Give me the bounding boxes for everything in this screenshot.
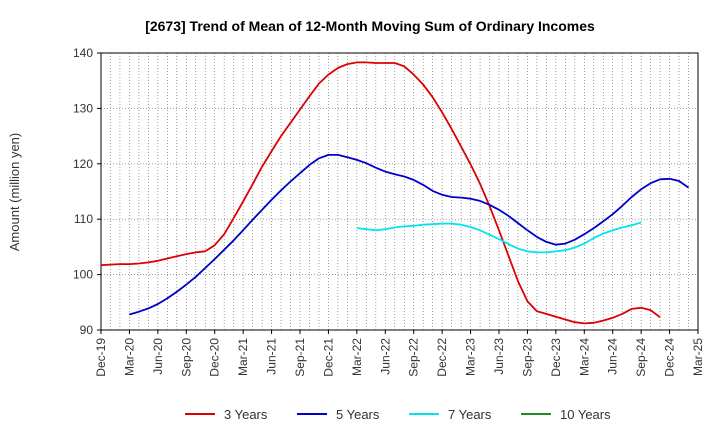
x-tick-label: Sep-22 xyxy=(407,338,421,377)
x-tick-label: Sep-23 xyxy=(520,338,534,377)
series-lines xyxy=(100,61,690,325)
y-tick-label: 140 xyxy=(73,46,93,60)
legend-label-10-years: 10 Years xyxy=(560,407,611,422)
x-tick-label: Sep-24 xyxy=(634,338,648,377)
x-tick-label: Dec-21 xyxy=(321,338,335,377)
x-tick-label: Dec-24 xyxy=(663,338,677,377)
x-tick-label: Jun-23 xyxy=(492,338,506,375)
y-tick-label: 100 xyxy=(73,268,93,282)
series-line-3-years xyxy=(100,61,661,325)
y-axis-label: Amount (million yen) xyxy=(7,133,22,252)
x-tick-label: Mar-22 xyxy=(350,338,364,376)
plot-frame xyxy=(100,52,699,331)
legend-label-3-years: 3 Years xyxy=(224,407,268,422)
x-tick-label: Mar-21 xyxy=(236,338,250,376)
x-tick-label: Dec-19 xyxy=(94,338,108,377)
series-line-7-years xyxy=(356,221,642,254)
legend: 3 Years 5 Years 7 Years 10 Years xyxy=(185,407,611,422)
legend-label-7-years: 7 Years xyxy=(448,407,492,422)
legend-label-5-years: 5 Years xyxy=(336,407,380,422)
x-tick-label: Jun-22 xyxy=(378,338,392,375)
x-tick-label: Mar-20 xyxy=(122,338,136,376)
x-tick-label: Jun-20 xyxy=(151,338,165,375)
x-tick-label: Dec-20 xyxy=(208,338,222,377)
chart-title: [2673] Trend of Mean of 12-Month Moving … xyxy=(145,18,595,34)
axes: 90 100 110 120 130 140 Dec-19 Mar-20 Jun-20 Sep-2… xyxy=(73,46,705,377)
x-tick-label: Sep-21 xyxy=(293,338,307,377)
x-tick-label: Mar-25 xyxy=(691,338,705,376)
x-tick-label: Jun-21 xyxy=(265,338,279,375)
series-line-5-years xyxy=(129,153,690,316)
x-tick-label: Dec-22 xyxy=(435,338,449,377)
grid-lines xyxy=(101,52,698,331)
x-tick-label: Sep-20 xyxy=(179,338,193,377)
y-tick-label: 130 xyxy=(73,101,93,115)
x-tick-label: Mar-23 xyxy=(464,338,478,376)
x-tick-label: Mar-24 xyxy=(577,338,591,376)
y-tick-label: 110 xyxy=(74,212,93,226)
y-tick-label: 120 xyxy=(73,157,93,171)
y-tick-label: 90 xyxy=(80,323,94,337)
x-tick-label: Jun-24 xyxy=(606,338,620,375)
x-tick-label: Dec-23 xyxy=(549,338,563,377)
